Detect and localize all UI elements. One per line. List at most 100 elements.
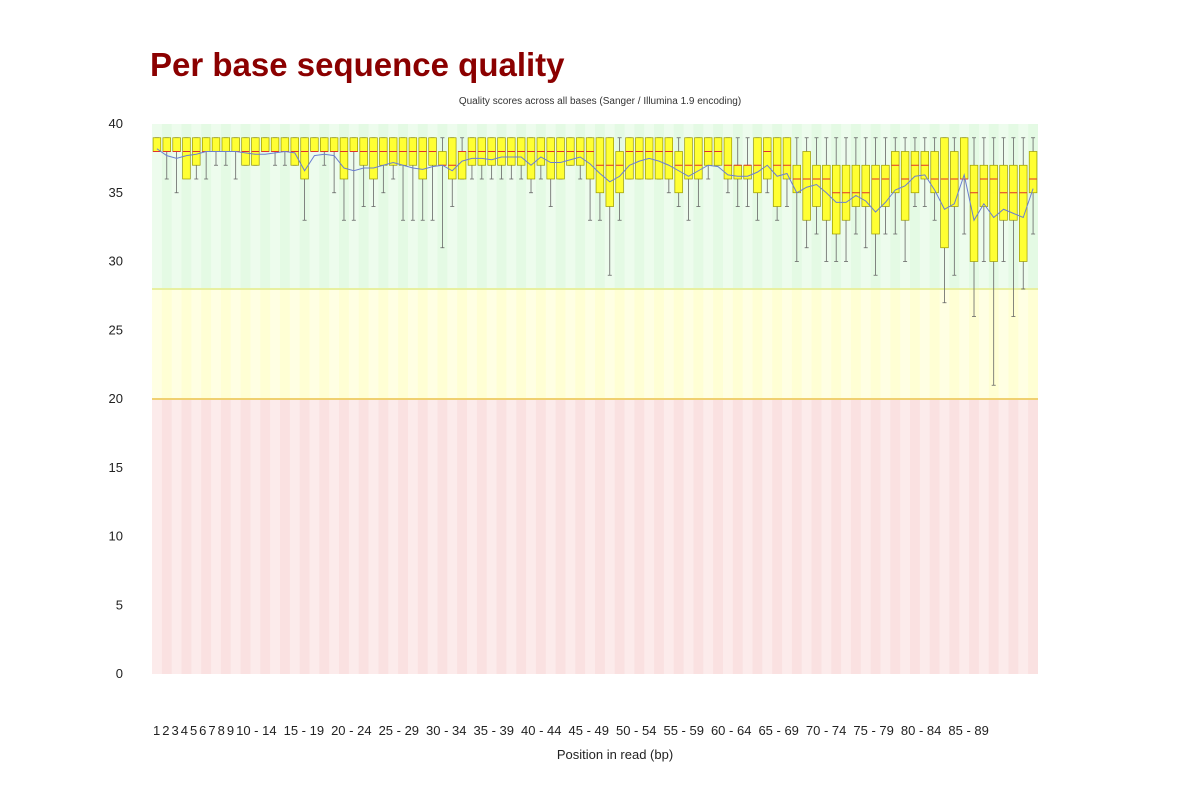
iqr-box xyxy=(457,151,467,180)
box-position-63 xyxy=(763,137,772,194)
iqr-box xyxy=(448,137,457,180)
box-position-15 xyxy=(290,137,299,166)
mean-quality-line xyxy=(156,148,1034,222)
iqr-box xyxy=(802,151,811,221)
box-position-43 xyxy=(566,137,575,166)
box-position-56 xyxy=(694,137,703,207)
y-tick-label: 30 xyxy=(109,254,123,269)
box-position-50 xyxy=(635,137,644,180)
iqr-box xyxy=(270,137,280,152)
box-position-40 xyxy=(536,137,546,180)
iqr-box xyxy=(349,137,359,152)
x-tick-label: 30 - 34 xyxy=(426,723,466,738)
box-position-27 xyxy=(408,137,418,221)
iqr-box xyxy=(910,151,920,194)
box-position-54 xyxy=(674,137,683,207)
box-position-31 xyxy=(448,137,457,207)
box-position-71 xyxy=(841,137,851,262)
box-position-81 xyxy=(940,137,949,304)
box-position-4 xyxy=(182,137,191,180)
box-position-53 xyxy=(664,137,674,194)
page-title: Per base sequence quality xyxy=(150,46,565,83)
iqr-box xyxy=(1019,164,1028,262)
iqr-box xyxy=(556,137,565,180)
box-position-87 xyxy=(999,137,1008,262)
iqr-box xyxy=(261,137,270,152)
box-position-88 xyxy=(1009,137,1018,317)
box-position-52 xyxy=(654,137,664,180)
y-tick-label: 0 xyxy=(116,666,123,681)
iqr-box xyxy=(959,137,969,180)
x-tick-label: 7 xyxy=(208,723,215,738)
x-tick-label: 8 xyxy=(218,723,225,738)
box-position-21 xyxy=(349,137,359,221)
box-position-47 xyxy=(605,137,614,276)
y-axis-ticks: 0 5 10 15 20 25 30 35 40 xyxy=(109,116,123,681)
iqr-box xyxy=(182,137,191,180)
box-position-73 xyxy=(861,137,870,249)
x-tick-label: 6 xyxy=(199,723,206,738)
iqr-box xyxy=(280,137,290,152)
box-plots xyxy=(152,137,1038,386)
box-position-80 xyxy=(930,137,939,221)
iqr-box xyxy=(635,137,644,180)
y-tick-label: 20 xyxy=(109,391,123,406)
box-position-23 xyxy=(369,137,378,207)
quality-zones xyxy=(152,124,1038,674)
x-axis-ticks: 1 2 3 4 5 6 7 8 9 10 - 14 15 - 19 20 - 24 25 - 29 30 … xyxy=(153,723,989,738)
y-tick-label: 5 xyxy=(116,597,123,612)
box-position-44 xyxy=(576,137,585,180)
iqr-box xyxy=(881,164,890,207)
box-position-35 xyxy=(487,137,496,180)
iqr-box xyxy=(812,164,821,207)
box-position-83 xyxy=(959,137,969,235)
iqr-box xyxy=(369,137,378,180)
iqr-box xyxy=(585,137,595,180)
iqr-box xyxy=(310,137,319,152)
x-tick-label: 75 - 79 xyxy=(853,723,893,738)
iqr-box xyxy=(152,137,162,152)
y-tick-label: 25 xyxy=(109,322,123,337)
box-position-25 xyxy=(388,137,398,180)
iqr-box xyxy=(320,137,329,152)
box-position-37 xyxy=(507,137,516,180)
box-position-90 xyxy=(1028,137,1038,235)
x-tick-label: 25 - 29 xyxy=(379,723,419,738)
iqr-box xyxy=(694,137,703,180)
box-position-74 xyxy=(871,137,880,276)
box-position-12 xyxy=(261,137,270,152)
box-position-13 xyxy=(270,137,280,166)
box-position-24 xyxy=(379,137,388,194)
quality-zone-0 xyxy=(152,124,1038,289)
box-position-82 xyxy=(950,137,959,276)
iqr-box xyxy=(861,164,870,207)
box-position-36 xyxy=(497,137,506,180)
box-position-70 xyxy=(831,137,841,262)
box-position-72 xyxy=(851,137,861,235)
iqr-box xyxy=(625,137,634,180)
x-tick-label: 4 xyxy=(181,723,188,738)
box-position-62 xyxy=(753,137,762,221)
x-tick-label: 20 - 24 xyxy=(331,723,371,738)
box-position-46 xyxy=(595,137,605,221)
box-position-45 xyxy=(585,137,595,221)
box-position-41 xyxy=(546,137,555,207)
box-position-61 xyxy=(743,137,752,207)
iqr-box xyxy=(1028,151,1038,194)
iqr-box xyxy=(605,137,614,207)
box-position-33 xyxy=(467,137,477,180)
iqr-box xyxy=(763,137,772,180)
iqr-box xyxy=(989,164,998,262)
x-tick-label: 10 - 14 xyxy=(236,723,276,738)
box-position-16 xyxy=(300,137,309,221)
box-position-10 xyxy=(241,137,250,166)
x-tick-label: 70 - 74 xyxy=(806,723,846,738)
iqr-box xyxy=(772,137,782,207)
box-position-20 xyxy=(339,137,349,221)
iqr-box xyxy=(654,137,664,180)
box-position-22 xyxy=(359,137,368,207)
box-position-30 xyxy=(438,137,447,249)
box-position-76 xyxy=(891,137,900,235)
x-tick-label: 1 xyxy=(153,723,160,738)
